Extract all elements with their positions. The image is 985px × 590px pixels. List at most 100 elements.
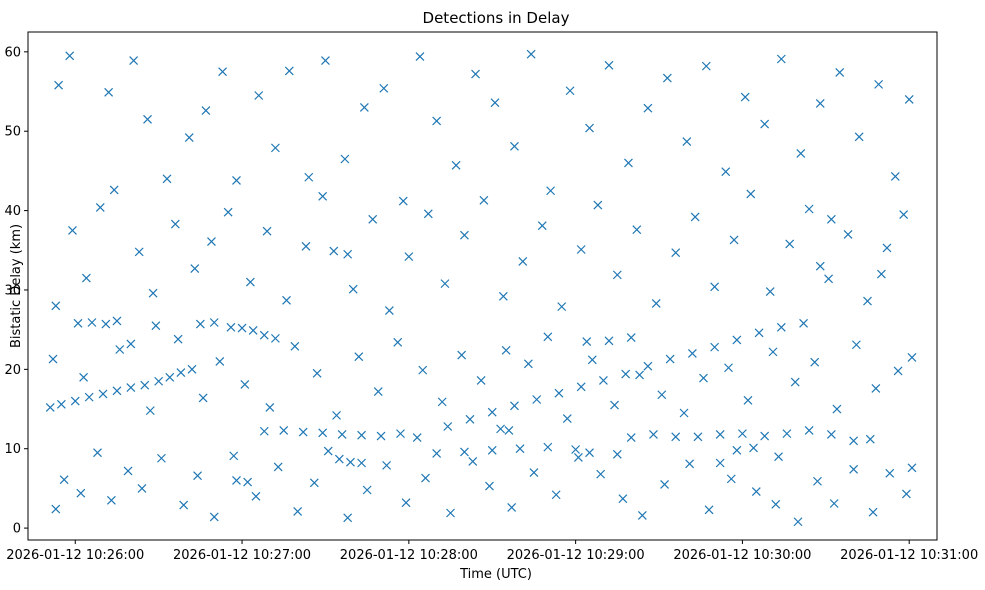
- data-point: [404, 252, 414, 262]
- chart-title: Detections in Delay: [423, 9, 570, 27]
- data-point: [318, 428, 328, 438]
- data-point: [423, 209, 433, 219]
- data-point: [70, 396, 80, 406]
- data-point: [334, 454, 344, 464]
- data-point: [173, 334, 183, 344]
- data-point: [901, 489, 911, 499]
- data-point: [501, 345, 511, 355]
- data-point: [849, 436, 859, 446]
- x-tick-label: 2026-01-12 10:30:00: [673, 548, 811, 563]
- data-point: [704, 505, 714, 515]
- data-point: [140, 380, 150, 390]
- data-point: [612, 270, 622, 280]
- data-point: [587, 355, 597, 365]
- data-point: [340, 154, 350, 164]
- data-point: [232, 176, 241, 185]
- data-point: [226, 322, 236, 332]
- data-point: [813, 476, 822, 486]
- y-tick-label: 20: [4, 363, 21, 378]
- data-point: [201, 106, 211, 116]
- y-axis: 0 10 20 30 40 50 60: [4, 45, 28, 537]
- data-point: [626, 433, 636, 443]
- data-point: [685, 459, 695, 469]
- data-point: [815, 99, 825, 108]
- data-point: [854, 132, 864, 142]
- data-point: [165, 372, 175, 382]
- data-point: [637, 510, 647, 520]
- data-point: [373, 387, 383, 396]
- data-point: [726, 474, 736, 484]
- data-point: [304, 172, 314, 182]
- data-point: [81, 273, 91, 283]
- data-point: [582, 337, 592, 346]
- data-point: [662, 73, 672, 83]
- data-point: [593, 200, 603, 210]
- data-point: [699, 373, 708, 383]
- data-point: [243, 477, 253, 487]
- data-point: [660, 480, 670, 489]
- data-point: [760, 119, 770, 129]
- data-point: [479, 195, 489, 205]
- data-point: [209, 318, 219, 327]
- y-tick-label: 0: [13, 522, 21, 537]
- data-point: [907, 463, 917, 473]
- data-point: [687, 349, 697, 358]
- data-point: [551, 490, 561, 500]
- data-point: [665, 354, 675, 364]
- data-point: [701, 61, 711, 71]
- data-point: [554, 388, 564, 398]
- data-point: [804, 426, 814, 435]
- data-point: [56, 399, 66, 409]
- data-point: [460, 230, 469, 240]
- data-point: [562, 414, 572, 423]
- data-point: [635, 370, 644, 380]
- data-point: [490, 98, 500, 108]
- data-point: [832, 404, 842, 414]
- data-point: [543, 332, 553, 342]
- data-point: [79, 372, 89, 382]
- data-point: [565, 86, 575, 96]
- data-point: [571, 445, 581, 454]
- data-point: [343, 249, 353, 259]
- data-point: [573, 453, 583, 462]
- data-point: [282, 295, 291, 305]
- data-point: [270, 143, 280, 153]
- data-point: [209, 512, 219, 522]
- data-point: [890, 172, 900, 181]
- data-point: [312, 368, 322, 378]
- data-point: [126, 339, 136, 349]
- data-point: [510, 401, 519, 411]
- data-point: [746, 189, 756, 199]
- data-point: [379, 83, 389, 93]
- data-point: [301, 241, 311, 251]
- data-point: [893, 366, 903, 376]
- data-point: [376, 431, 386, 441]
- data-point: [774, 452, 783, 462]
- data-point: [101, 319, 111, 329]
- data-point: [729, 235, 739, 245]
- data-point: [248, 326, 258, 335]
- data-point: [59, 475, 69, 485]
- data-point: [826, 214, 836, 224]
- data-point: [721, 167, 731, 177]
- data-point: [343, 513, 353, 523]
- data-point: [537, 221, 547, 231]
- data-point: [170, 219, 180, 229]
- data-point: [810, 357, 820, 367]
- data-points: [45, 49, 917, 527]
- data-point: [849, 464, 859, 474]
- data-point: [446, 508, 455, 518]
- data-point: [776, 322, 786, 332]
- data-point: [382, 460, 392, 470]
- data-point: [323, 446, 333, 456]
- data-point: [760, 431, 770, 441]
- x-axis: 2026-01-12 10:26:00 2026-01-12 10:27:00 20…: [6, 540, 978, 563]
- data-point: [851, 340, 861, 350]
- data-point: [318, 191, 328, 201]
- data-point: [73, 318, 83, 328]
- data-point: [899, 210, 909, 219]
- data-point: [284, 66, 294, 76]
- x-tick-label: 2026-01-12 10:28:00: [340, 548, 478, 563]
- data-point: [106, 495, 116, 505]
